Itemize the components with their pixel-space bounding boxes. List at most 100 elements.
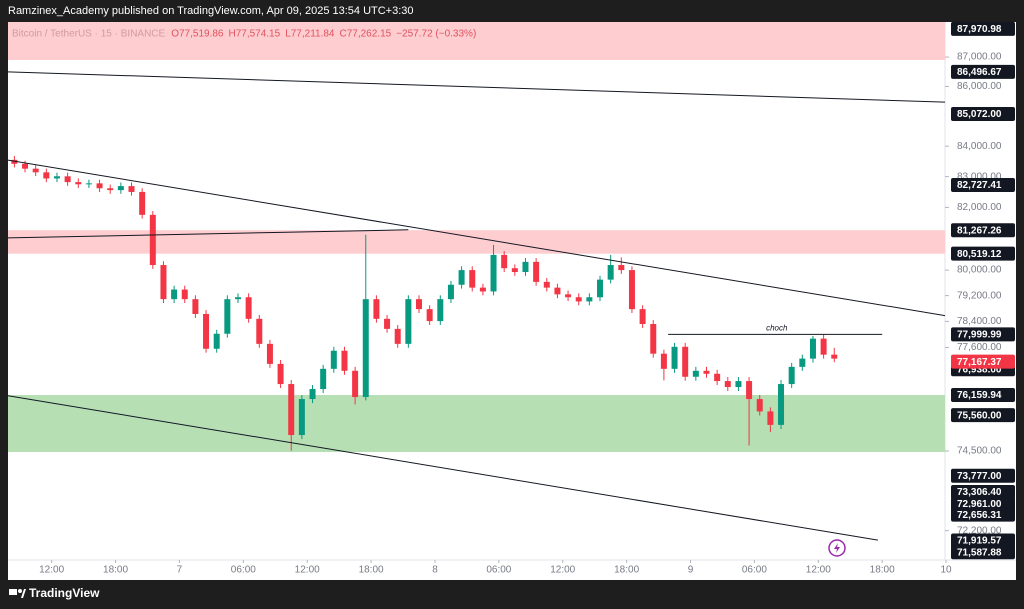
legend-value: L77,211.84: [285, 29, 335, 40]
alert-icon[interactable]: [828, 539, 846, 557]
x-tick-label: 7: [177, 565, 183, 576]
candle-body: [660, 353, 667, 369]
price-label: 77,999.99: [957, 330, 1002, 341]
candle-body: [831, 354, 838, 359]
candle-body: [607, 265, 614, 280]
candle-body: [788, 366, 795, 385]
candle-body: [746, 381, 753, 400]
candle-body: [139, 191, 146, 215]
candle-body: [117, 186, 124, 191]
candle-body: [53, 176, 60, 179]
candle-body: [171, 289, 178, 300]
candle-body: [288, 384, 295, 436]
legend-value: −257.72 (−0.33%): [396, 29, 476, 40]
y-tick-label: 79,200.00: [957, 290, 1002, 301]
x-tick-label: 8: [432, 565, 438, 576]
candle-body: [320, 368, 327, 390]
price-label: 87,970.98: [957, 24, 1002, 35]
candle-body: [43, 172, 50, 179]
price-label: 82,727.41: [957, 180, 1002, 191]
price-label-box: [951, 468, 1015, 483]
candle-body: [352, 370, 359, 398]
y-tick-label: 77,600.00: [957, 342, 1002, 353]
x-tick-label: 06:00: [742, 565, 767, 576]
candle-body: [682, 346, 689, 377]
candle-body: [277, 363, 284, 385]
chart-background: [8, 22, 1016, 580]
candle-body: [309, 389, 316, 400]
y-tick-label: 74,500.00: [957, 446, 1002, 457]
x-tick-label: 12:00: [806, 565, 831, 576]
candle-body: [245, 297, 252, 319]
candle-body: [341, 350, 348, 371]
legend-value: H77,574.15: [228, 29, 280, 40]
y-tick-label: 82,000.00: [957, 202, 1002, 213]
candle-body: [213, 333, 220, 349]
candle-body: [32, 168, 39, 173]
candle-body: [671, 346, 678, 369]
candle-body: [11, 159, 18, 164]
x-tick-label: 9: [688, 565, 694, 576]
candle-body: [416, 299, 423, 310]
price-label-box: [951, 223, 1015, 238]
trendline: [8, 71, 945, 103]
price-label-box: [951, 106, 1015, 121]
plot-area: [8, 22, 945, 541]
price-label: 71,919.57: [957, 536, 1002, 547]
y-tick-label: 78,400.00: [957, 316, 1002, 327]
zone: [8, 230, 945, 254]
price-label: 73,306.40: [957, 487, 1002, 498]
candle-body: [447, 284, 454, 300]
x-tick-label: 12:00: [39, 565, 64, 576]
candle-body: [692, 370, 699, 377]
zone: [8, 22, 945, 60]
candle-body: [522, 261, 529, 273]
x-tick-label: 18:00: [359, 565, 384, 576]
trendline: [8, 159, 945, 317]
candle-body: [724, 381, 731, 388]
candle-body: [618, 265, 625, 271]
price-label-box: [951, 507, 1015, 522]
price-label: 80,519.12: [957, 249, 1002, 260]
price-label: 85,072.00: [957, 109, 1002, 120]
price-label-box: [951, 408, 1015, 423]
price-label-box: [951, 545, 1015, 560]
candle-body: [543, 281, 550, 288]
candle-body: [597, 279, 604, 298]
price-label: 86,496.67: [957, 67, 1002, 78]
x-tick-label: 18:00: [870, 565, 895, 576]
candle-body: [575, 297, 582, 302]
price-label-box: [951, 497, 1015, 512]
price-label: 72,656.31: [957, 510, 1002, 521]
price-label-box: [951, 21, 1015, 36]
candle-body: [565, 294, 572, 298]
price-label-box: [951, 64, 1015, 79]
price-label: 81,267.26: [957, 225, 1002, 236]
y-tick-label: 87,000.00: [957, 52, 1002, 63]
candle-body: [437, 299, 444, 322]
candle-body: [160, 265, 167, 300]
candle-body: [64, 176, 71, 183]
candle-body: [554, 287, 561, 295]
candle-body: [639, 309, 646, 325]
candle-body: [405, 299, 412, 344]
legend-value: C77,262.15: [340, 29, 392, 40]
candle-body: [628, 270, 635, 310]
candle-body: [22, 163, 29, 169]
candle-body: [650, 324, 657, 354]
candle-body: [128, 186, 135, 192]
candle-body: [234, 297, 241, 300]
candle-body: [394, 328, 401, 344]
candle-body: [266, 343, 273, 364]
price-label-box: [951, 388, 1015, 403]
candle-body: [181, 289, 188, 300]
candle-body: [756, 399, 763, 412]
candle-body: [458, 270, 465, 285]
candle-body: [714, 373, 721, 382]
price-label: 77,167.37: [957, 357, 1002, 368]
candle-body: [511, 268, 518, 273]
price-label-box: [951, 177, 1015, 192]
x-tick-label: 18:00: [103, 565, 128, 576]
candle-body: [820, 338, 827, 355]
